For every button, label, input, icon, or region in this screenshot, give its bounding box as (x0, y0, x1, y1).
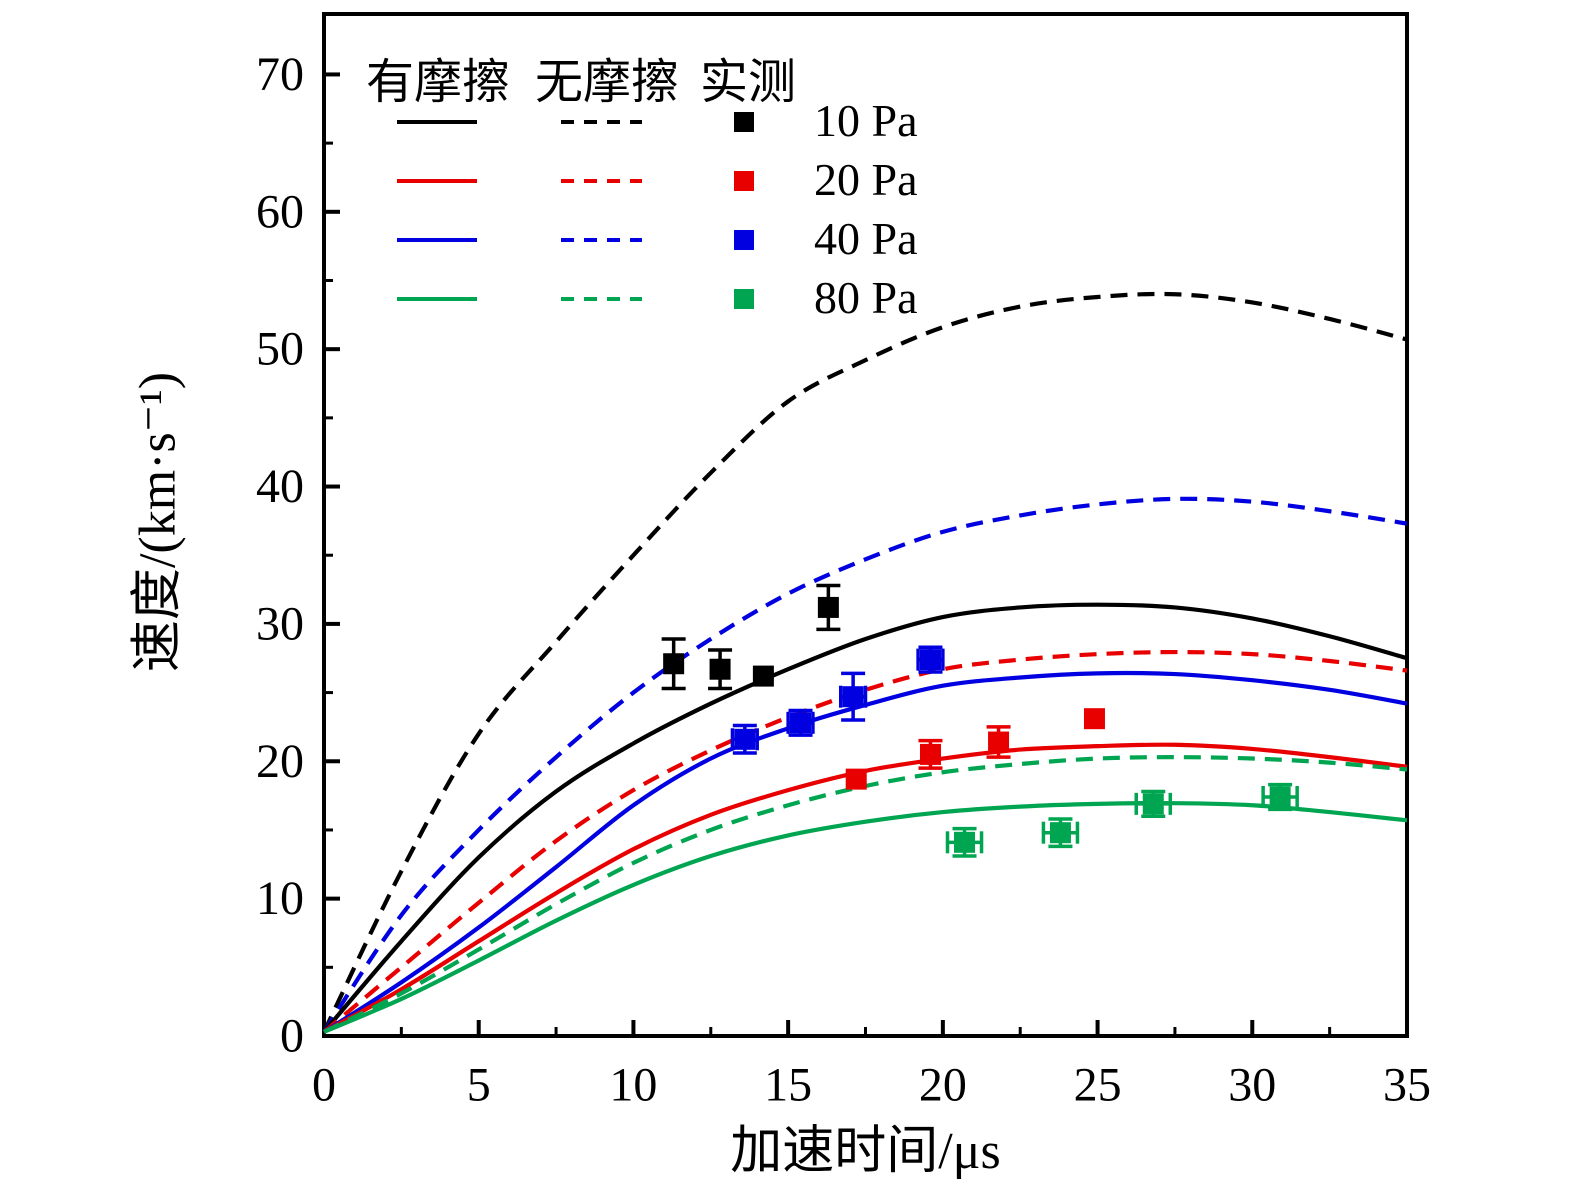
curve-80pa-nofriction (323, 755, 1408, 1034)
points-20pa (845, 708, 1105, 790)
curve-80pa-friction (323, 800, 1408, 1034)
curve-10pa-friction (322, 602, 1408, 1034)
data-point-square (817, 596, 839, 618)
points-10pa (661, 583, 841, 691)
x-tick-label: 5 (467, 1059, 491, 1112)
data-point-square (842, 686, 864, 708)
y-tick-label: 0 (280, 1010, 304, 1063)
data-point-square (954, 831, 976, 853)
data-point-square (919, 649, 941, 671)
x-tick-label: 10 (609, 1059, 657, 1112)
data-point-square (790, 712, 812, 734)
curves (322, 291, 1408, 1034)
points-40pa (730, 645, 945, 755)
data-point-square (1269, 786, 1291, 808)
y-tick-label: 50 (256, 323, 304, 376)
x-tick-label: 20 (919, 1059, 967, 1112)
x-tick-label: 0 (312, 1059, 336, 1112)
x-tick-label: 30 (1228, 1059, 1276, 1112)
x-tick-label: 35 (1383, 1059, 1431, 1112)
x-axis-label: 加速时间/μs (730, 1123, 1001, 1180)
data-point-square (752, 665, 774, 687)
data-point-square (734, 728, 756, 750)
points-80pa (945, 782, 1299, 858)
data-point-square (1049, 822, 1071, 844)
data-point-square (709, 658, 731, 680)
plot-border (322, 12, 1409, 1038)
y-axis-label: 速度/(km·s⁻¹) (129, 371, 187, 673)
data-point-square (845, 768, 867, 790)
curve-20pa-nofriction (322, 649, 1408, 1034)
curve-40pa-nofriction (322, 496, 1408, 1034)
y-tick-label: 60 (256, 185, 304, 238)
y-tick-label: 70 (256, 48, 304, 101)
measured-points (661, 583, 1299, 858)
data-point-square (919, 743, 941, 765)
x-tick-label: 15 (764, 1059, 812, 1112)
curve-40pa-friction (322, 670, 1408, 1034)
y-tick-label: 30 (256, 597, 304, 650)
data-point-square (988, 731, 1010, 753)
y-tick-label: 20 (256, 735, 304, 788)
data-point-square (1083, 708, 1105, 730)
y-tick-label: 40 (256, 460, 304, 513)
x-tick-label: 25 (1074, 1059, 1122, 1112)
y-tick-label: 10 (256, 872, 304, 925)
data-point-square (1142, 793, 1164, 815)
data-point-square (663, 653, 685, 675)
curve-10pa-nofriction (322, 291, 1408, 1033)
axes: 0 5 10 15 20 25 30 35 0 10 20 30 40 50 60 70 (256, 12, 1431, 1112)
